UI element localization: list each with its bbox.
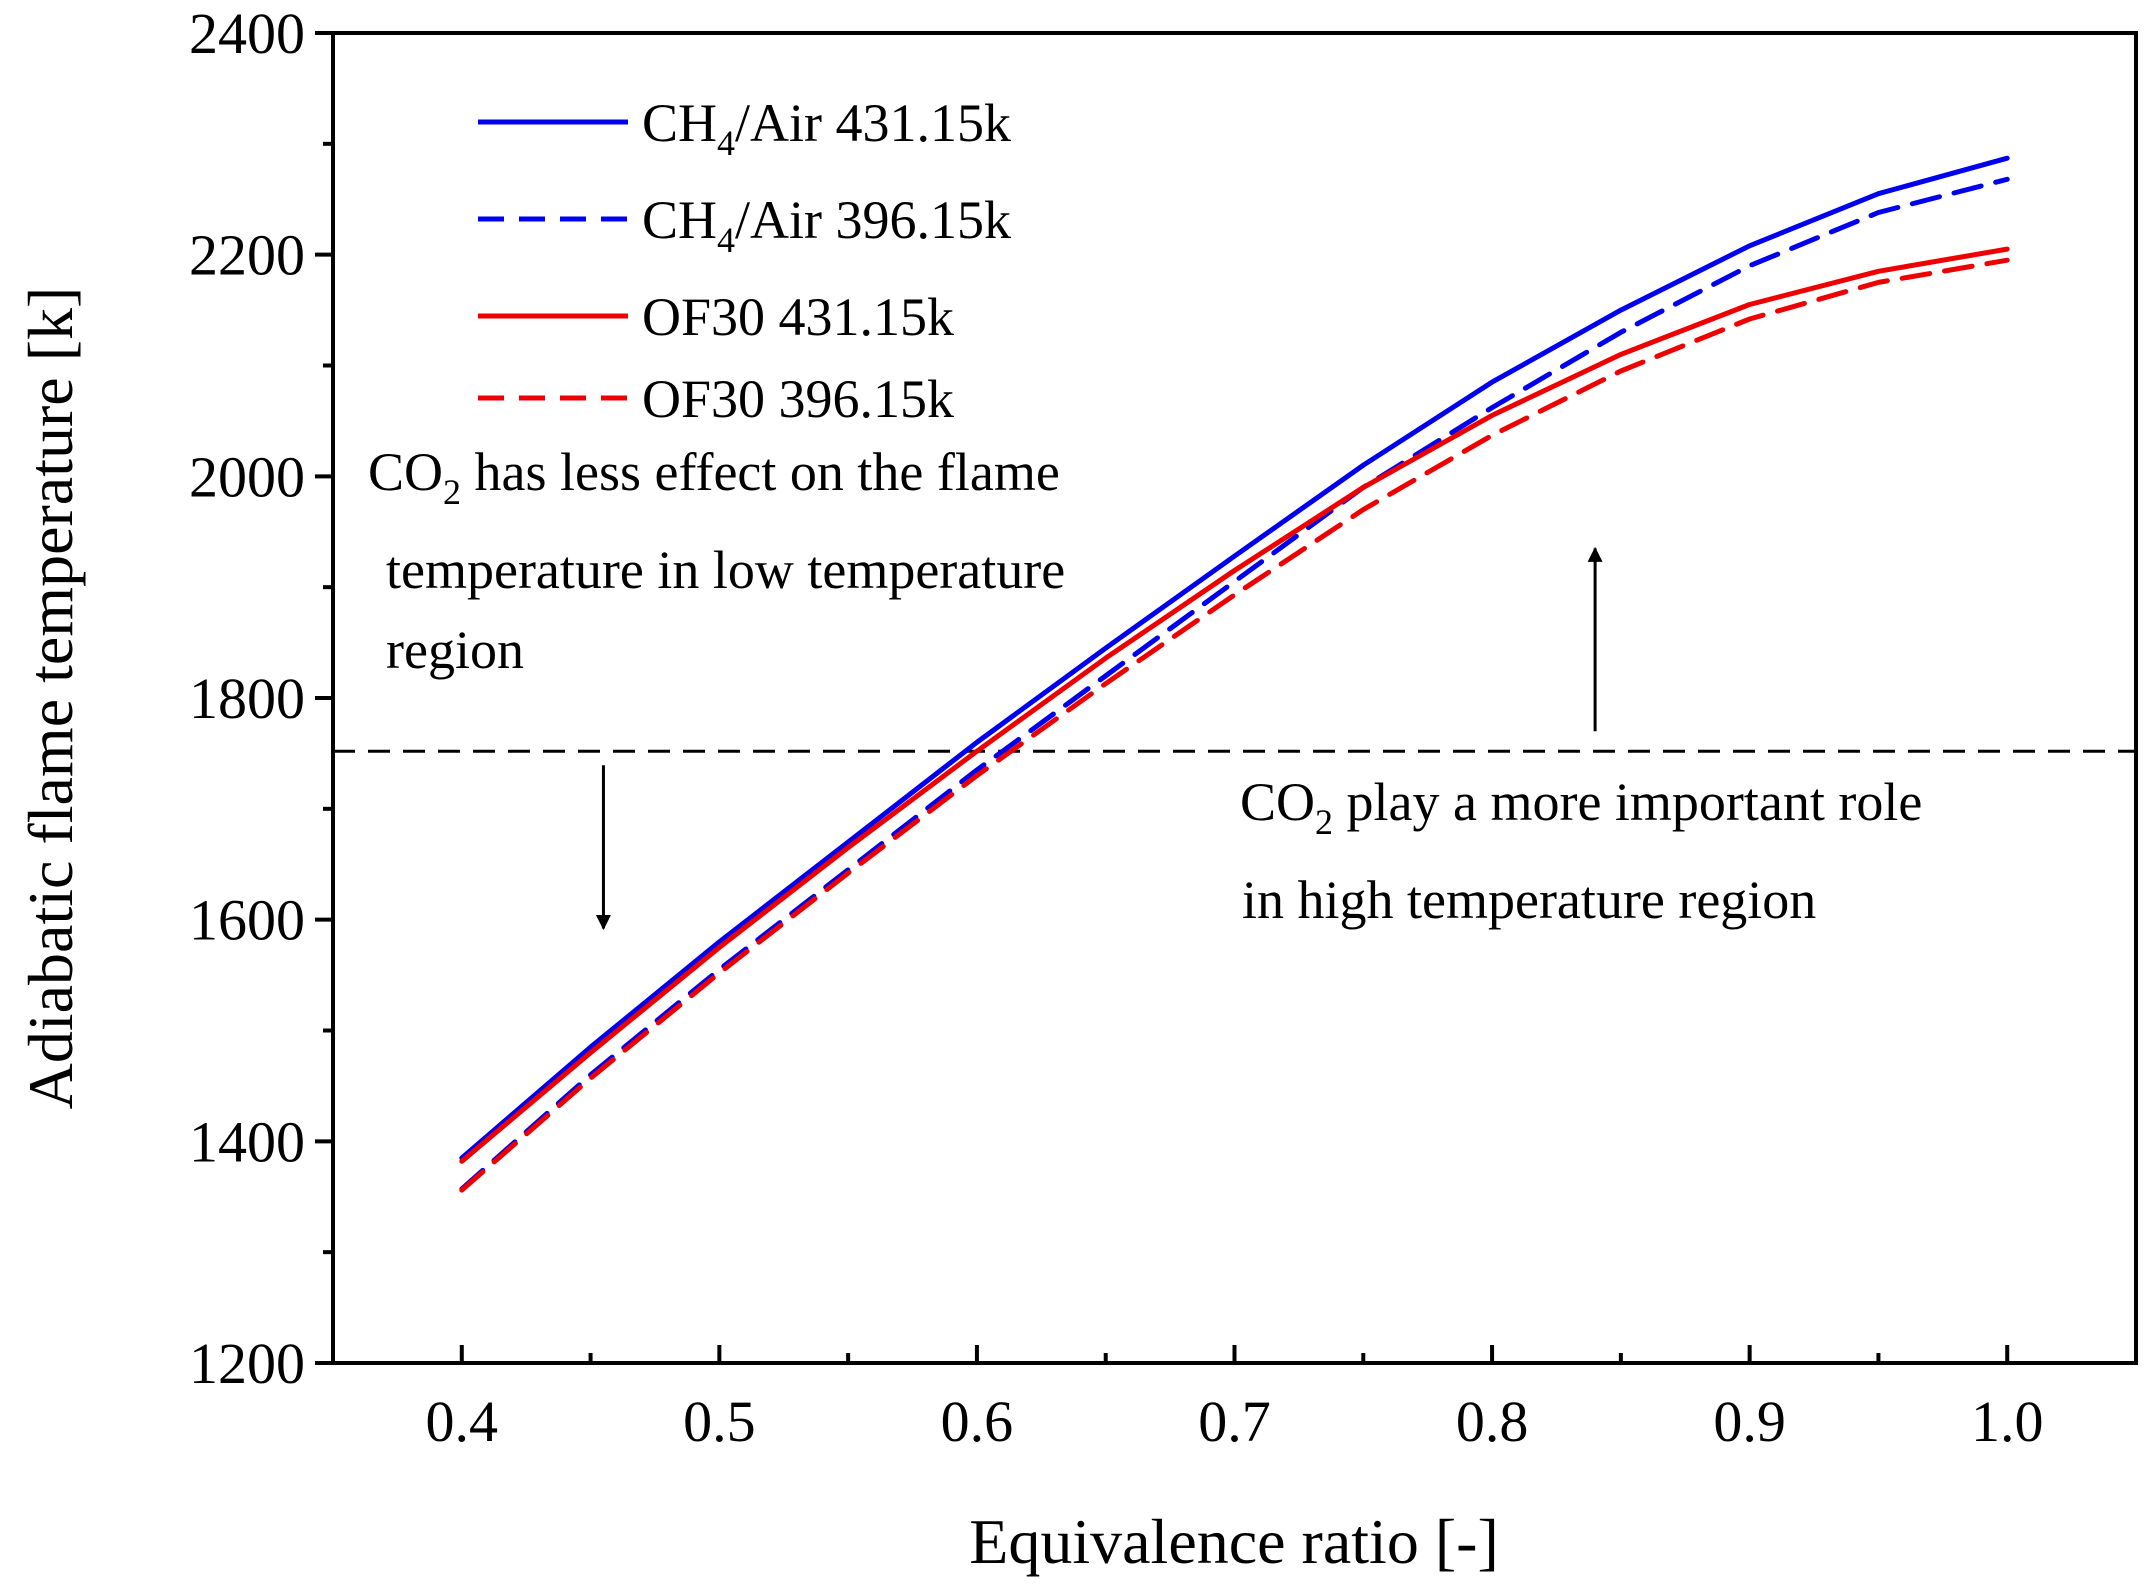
annotation-low-line3: region: [386, 620, 524, 680]
series-line: [459, 246, 2010, 1164]
series-line: [459, 155, 2010, 1161]
y-tick-label: 1400: [189, 1109, 305, 1174]
legend-label: OF30 431.15k: [642, 287, 954, 347]
annotations: CO2 has less effect on the flame temperat…: [368, 442, 1922, 931]
x-tick-label: 0.9: [1713, 1389, 1786, 1454]
series-line: [459, 257, 2010, 1193]
legend: CH4/Air 431.15k CH4/Air 396.15k OF30 431.1…: [478, 93, 1011, 429]
x-tick-label: 1.0: [1971, 1389, 2044, 1454]
legend-label: OF30 396.15k: [642, 369, 954, 429]
y-tick-label: 2400: [189, 1, 305, 66]
annotation-high-line2: in high temperature region: [1242, 870, 1816, 930]
y-axis-ticks: 1200 1400 1600 1800 2000 2200 2400: [189, 1, 333, 1396]
x-axis-title: Equivalence ratio [-]: [969, 1506, 1499, 1577]
x-tick-label: 0.7: [1198, 1389, 1271, 1454]
x-tick-label: 0.5: [683, 1389, 756, 1454]
legend-label: CH4/Air 396.15k: [642, 190, 1011, 260]
y-axis-title: Adiabatic flame temperature [k]: [15, 287, 86, 1110]
plot-area: [331, 31, 2138, 1365]
series-line: [459, 176, 2010, 1192]
y-tick-label: 2200: [189, 223, 305, 288]
annotation-high-line1: CO2 play a more important role: [1240, 772, 1922, 842]
legend-label: CH4/Air 431.15k: [642, 93, 1011, 163]
y-tick-label: 1800: [189, 666, 305, 731]
x-axis-ticks: 0.4 0.5 0.6 0.7 0.8 0.9 1.0: [426, 1345, 2044, 1454]
series-layer: [459, 155, 2010, 1193]
y-tick-label: 2000: [189, 444, 305, 509]
x-tick-label: 0.6: [941, 1389, 1014, 1454]
y-tick-label: 1600: [189, 888, 305, 953]
x-tick-label: 0.4: [426, 1389, 499, 1454]
annotation-low-line1: CO2 has less effect on the flame: [368, 442, 1060, 512]
annotation-low-line2: temperature in low temperature: [386, 540, 1065, 600]
y-tick-label: 1200: [189, 1331, 305, 1396]
plot-frame: [331, 31, 2138, 1365]
x-tick-label: 0.8: [1456, 1389, 1529, 1454]
